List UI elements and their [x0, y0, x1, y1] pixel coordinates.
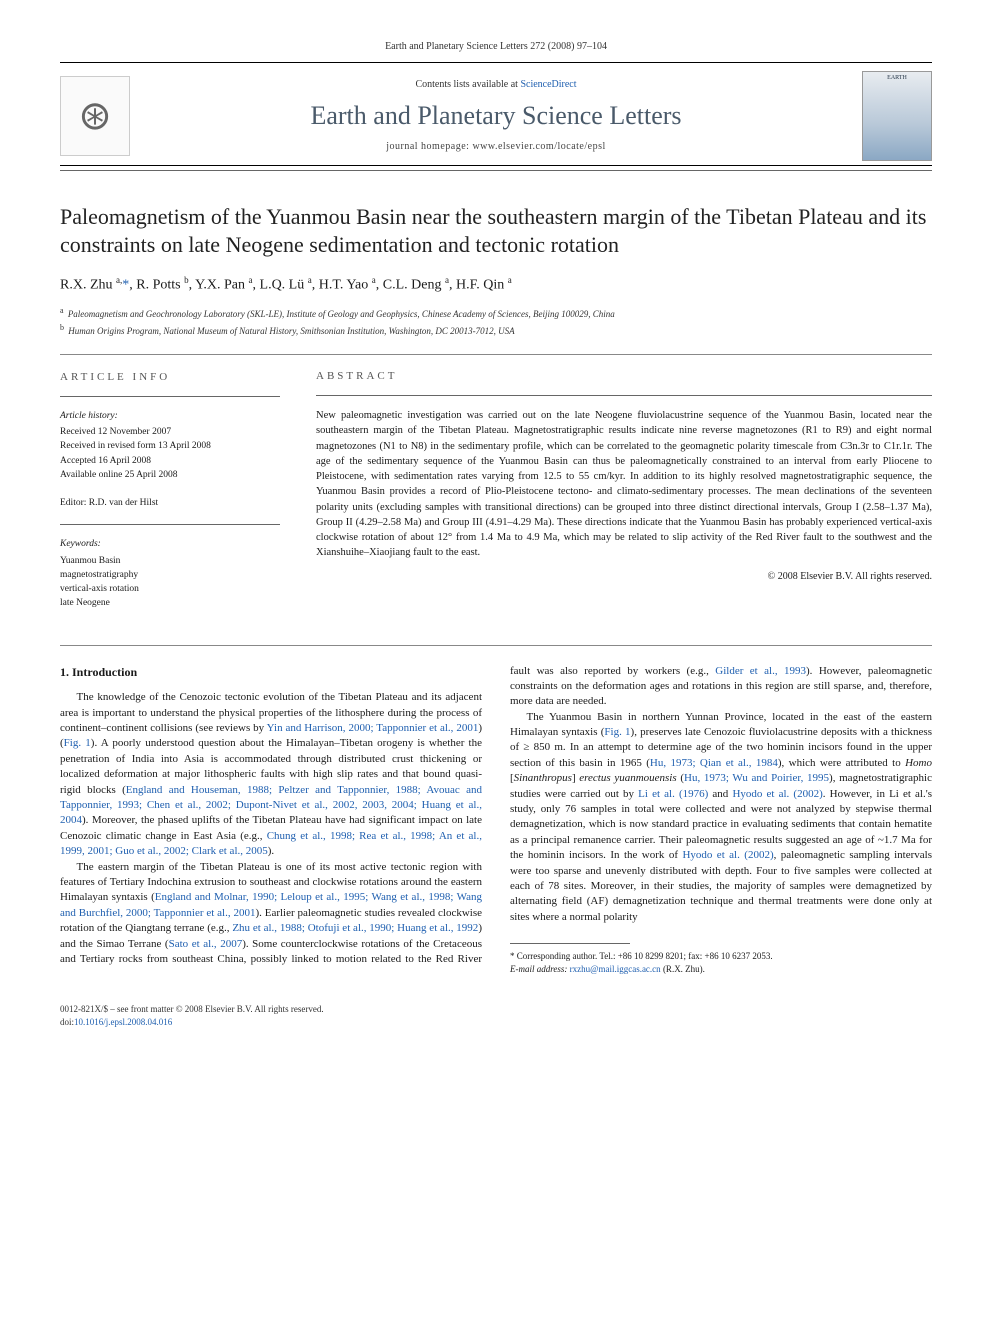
ref-link[interactable]: Hu, 1973; Qian et al., 1984 [650, 757, 778, 769]
keywords-heading: Keywords: [60, 537, 280, 551]
body-columns: 1. Introduction The knowledge of the Cen… [60, 645, 932, 976]
doi-link[interactable]: 10.1016/j.epsl.2008.04.016 [74, 1017, 172, 1027]
corresponding-email-line: E-mail address: rxzhu@mail.iggcas.ac.cn … [510, 963, 932, 976]
sciencedirect-link[interactable]: ScienceDirect [520, 79, 576, 90]
info-rule-2 [60, 524, 280, 525]
ref-link[interactable]: Gilder et al., 1993 [715, 665, 806, 677]
figure-link[interactable]: Fig. 1 [604, 726, 630, 738]
journal-banner: ⊛ Contents lists available at ScienceDir… [60, 63, 932, 165]
email-label: E-mail address: [510, 964, 567, 974]
abstract-label: ABSTRACT [316, 369, 932, 385]
keyword: Yuanmou Basin [60, 554, 280, 568]
abstract-text: New paleomagnetic investigation was carr… [316, 408, 932, 560]
affiliation-line: b Human Origins Program, National Museum… [60, 322, 932, 339]
rule-banner-bottom-2 [60, 170, 932, 171]
affiliations: a Paleomagnetism and Geochronology Labor… [60, 305, 932, 338]
issn-copyright: 0012-821X/$ – see front matter © 2008 El… [60, 1003, 324, 1016]
publisher-logo: ⊛ [60, 76, 130, 156]
meta-abstract-row: ARTICLE INFO Article history: Received 1… [60, 354, 932, 624]
ref-link[interactable]: Hyodo et al. (2002) [732, 788, 822, 800]
footnote-rule [510, 943, 630, 944]
intro-para-3: The Yuanmou Basin in northern Yunnan Pro… [510, 710, 932, 925]
journal-cover-thumb: EARTH [862, 71, 932, 161]
author-line: R.X. Zhu a,*, R. Potts b, Y.X. Pan a, L.… [60, 274, 932, 295]
email-attribution: (R.X. Zhu). [663, 964, 705, 974]
history-heading: Article history: [60, 409, 280, 423]
history-line: Received in revised form 13 April 2008 [60, 439, 280, 453]
taxon-name: Homo [905, 757, 932, 769]
abstract-rule [316, 395, 932, 396]
email-link[interactable]: rxzhu@mail.iggcas.ac.cn [570, 964, 661, 974]
editor-name: R.D. van der Hilst [89, 498, 158, 508]
contents-prefix: Contents lists available at [415, 79, 520, 90]
keyword: vertical-axis rotation [60, 582, 280, 596]
article-info: ARTICLE INFO Article history: Received 1… [60, 369, 280, 624]
keywords-block: Keywords: Yuanmou Basinmagnetostratigrap… [60, 537, 280, 610]
ref-link[interactable]: Zhu et al., 1988; Otofuji et al., 1990; … [232, 922, 478, 934]
ref-link[interactable]: Sato et al., 2007 [169, 938, 243, 950]
ref-link[interactable]: Hyodo et al. (2002) [682, 849, 773, 861]
affiliation-line: a Paleomagnetism and Geochronology Labor… [60, 305, 932, 322]
article-title: Paleomagnetism of the Yuanmou Basin near… [60, 203, 932, 258]
section-heading-intro: 1. Introduction [60, 664, 482, 681]
corresponding-author: * Corresponding author. Tel.: +86 10 829… [510, 950, 932, 963]
figure-link[interactable]: Fig. 1 [64, 737, 91, 749]
article-history: Article history: Received 12 November 20… [60, 409, 280, 482]
rule-banner-bottom [60, 165, 932, 166]
history-line: Accepted 16 April 2008 [60, 454, 280, 468]
keyword: late Neogene [60, 596, 280, 610]
journal-title: Earth and Planetary Science Letters [150, 98, 842, 134]
editor-block: Editor: R.D. van der Hilst [60, 496, 280, 510]
footnotes: * Corresponding author. Tel.: +86 10 829… [510, 950, 932, 975]
journal-homepage: journal homepage: www.elsevier.com/locat… [150, 140, 842, 154]
taxon-name: Sinanthropus [514, 772, 572, 784]
citation-header: Earth and Planetary Science Letters 272 … [60, 40, 932, 54]
abstract-copyright: © 2008 Elsevier B.V. All rights reserved… [316, 570, 932, 585]
article-info-label: ARTICLE INFO [60, 369, 280, 386]
editor-label: Editor: [60, 498, 86, 508]
info-rule-1 [60, 396, 280, 397]
keyword: magnetostratigraphy [60, 568, 280, 582]
ref-link[interactable]: Yin and Harrison, 2000; Tapponnier et al… [267, 722, 479, 734]
banner-center: Contents lists available at ScienceDirec… [150, 78, 842, 154]
ref-link[interactable]: Hu, 1973; Wu and Poirier, 1995 [684, 772, 829, 784]
taxon-name: erectus yuanmouensis [579, 772, 676, 784]
tree-icon: ⊛ [78, 88, 112, 144]
intro-para-1: The knowledge of the Cenozoic tectonic e… [60, 690, 482, 859]
page-footer: 0012-821X/$ – see front matter © 2008 El… [60, 1003, 932, 1028]
ref-link[interactable]: Li et al. (1976) [638, 788, 708, 800]
contents-line: Contents lists available at ScienceDirec… [150, 78, 842, 92]
history-line: Received 12 November 2007 [60, 425, 280, 439]
doi-line: doi:10.1016/j.epsl.2008.04.016 [60, 1016, 324, 1029]
abstract: ABSTRACT New paleomagnetic investigation… [316, 369, 932, 624]
history-line: Available online 25 April 2008 [60, 468, 280, 482]
footer-left: 0012-821X/$ – see front matter © 2008 El… [60, 1003, 324, 1028]
